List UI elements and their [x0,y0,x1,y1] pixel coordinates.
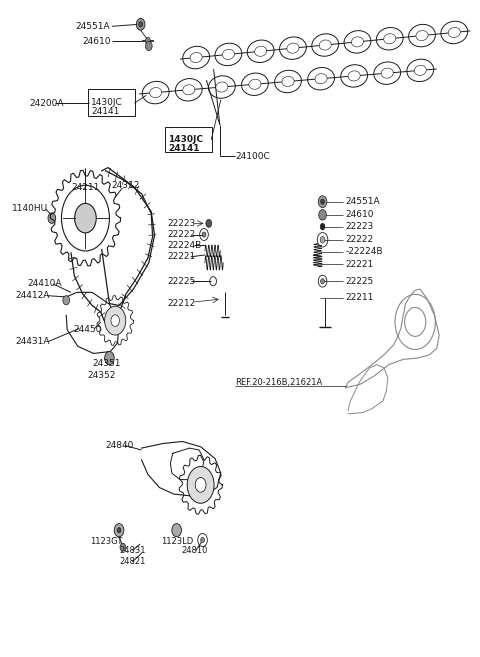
Text: 24810: 24810 [181,546,208,555]
Ellipse shape [384,34,396,44]
Text: 22222: 22222 [346,235,374,244]
Text: 24821: 24821 [119,557,145,566]
Text: 22221: 22221 [167,252,195,261]
Circle shape [319,210,326,220]
Text: 24840: 24840 [106,441,134,450]
Ellipse shape [150,87,162,98]
Circle shape [105,351,114,365]
Ellipse shape [319,40,331,50]
Text: 1140HU: 1140HU [12,204,48,214]
Ellipse shape [216,82,228,92]
Circle shape [136,18,145,30]
Circle shape [63,296,70,305]
Text: 1123GT: 1123GT [90,537,122,546]
Circle shape [111,315,120,327]
Ellipse shape [254,46,267,57]
Text: 24610: 24610 [82,37,110,46]
Circle shape [321,199,324,204]
Text: REF.20-216B,21621A: REF.20-216B,21621A [235,378,323,387]
Text: 1430JC: 1430JC [91,98,123,107]
Ellipse shape [287,43,299,53]
Ellipse shape [348,71,360,81]
Circle shape [172,524,181,537]
Text: 24352: 24352 [87,371,116,380]
Text: 24831: 24831 [119,546,145,555]
Text: 24211: 24211 [71,183,99,192]
Circle shape [321,279,324,284]
Text: 22211: 22211 [346,293,374,302]
Text: 24431A: 24431A [15,337,50,346]
Circle shape [206,219,212,227]
Ellipse shape [282,76,294,87]
Circle shape [145,37,150,44]
Text: 22212: 22212 [167,299,195,308]
Text: 1430JC: 1430JC [168,135,203,145]
Ellipse shape [381,68,393,78]
Text: 1123LD: 1123LD [161,537,193,546]
Ellipse shape [183,85,195,95]
Text: 24551A: 24551A [76,22,110,31]
Text: 22223: 22223 [167,219,195,228]
Text: 22222: 22222 [167,230,195,239]
Text: 22225: 22225 [346,277,374,286]
Ellipse shape [190,53,202,62]
Circle shape [139,22,143,27]
Text: 24100C: 24100C [235,152,270,161]
Text: 24450: 24450 [73,325,102,334]
Circle shape [320,223,325,230]
Text: 22223: 22223 [346,222,374,231]
Text: 22224B: 22224B [167,240,201,250]
Text: 24351: 24351 [92,359,120,368]
Circle shape [75,204,96,233]
Circle shape [114,524,124,537]
Circle shape [202,232,206,237]
Text: 22221: 22221 [346,260,374,269]
Text: 24610: 24610 [346,210,374,219]
Ellipse shape [249,79,261,89]
Ellipse shape [448,28,460,37]
Circle shape [195,478,206,492]
Circle shape [117,528,121,533]
Text: 24410A: 24410A [28,279,62,288]
Circle shape [120,543,126,551]
Text: 24312: 24312 [111,181,140,191]
Circle shape [201,537,204,543]
Circle shape [320,237,325,243]
Text: 24141: 24141 [168,144,200,153]
Text: -22224B: -22224B [346,247,383,256]
Circle shape [187,466,214,503]
Ellipse shape [315,74,327,83]
Ellipse shape [414,65,426,76]
Ellipse shape [416,30,428,41]
Circle shape [145,41,152,51]
Text: 24141: 24141 [91,107,120,116]
Ellipse shape [222,49,234,60]
Text: 24551A: 24551A [346,197,380,206]
Text: 22225: 22225 [167,277,195,286]
Circle shape [48,213,56,223]
Circle shape [105,306,126,335]
Circle shape [318,196,327,208]
Text: 24412A: 24412A [15,291,50,300]
Ellipse shape [351,37,363,47]
Text: 24200A: 24200A [30,99,64,108]
